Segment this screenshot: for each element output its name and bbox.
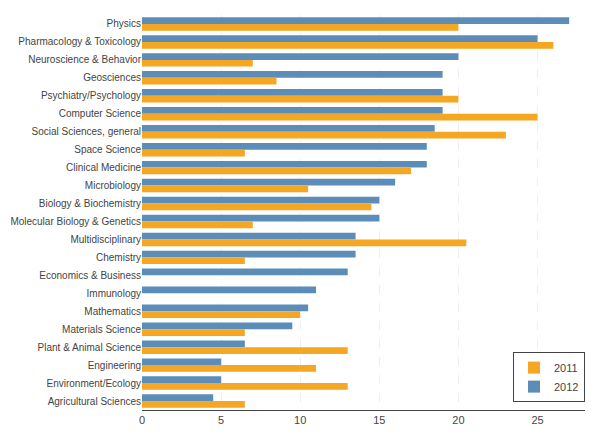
svg-text:Space Science: Space Science bbox=[74, 144, 141, 155]
svg-text:Economics & Business: Economics & Business bbox=[39, 270, 141, 281]
svg-text:Social Sciences, general: Social Sciences, general bbox=[31, 126, 141, 137]
svg-text:Biology & Biochemistry: Biology & Biochemistry bbox=[39, 198, 141, 209]
svg-text:Neuroscience & Behavior: Neuroscience & Behavior bbox=[28, 54, 142, 65]
svg-text:Chemistry: Chemistry bbox=[96, 252, 141, 263]
svg-text:25: 25 bbox=[531, 414, 543, 426]
svg-text:Materials Science: Materials Science bbox=[62, 324, 141, 335]
svg-text:Pharmacology & Toxicology: Pharmacology & Toxicology bbox=[18, 36, 141, 47]
svg-text:Microbiology: Microbiology bbox=[85, 180, 141, 191]
svg-text:Environment/Ecology: Environment/Ecology bbox=[47, 378, 142, 389]
svg-text:Clinical Medicine: Clinical Medicine bbox=[66, 162, 141, 173]
svg-text:Computer Science: Computer Science bbox=[59, 108, 142, 119]
svg-text:2012: 2012 bbox=[554, 381, 578, 393]
svg-text:Plant & Animal Science: Plant & Animal Science bbox=[38, 342, 142, 353]
svg-text:10: 10 bbox=[294, 414, 306, 426]
svg-text:2011: 2011 bbox=[554, 362, 578, 374]
svg-text:0: 0 bbox=[139, 414, 145, 426]
svg-text:Mathematics: Mathematics bbox=[84, 306, 141, 317]
svg-text:Psychiatry/Psychology: Psychiatry/Psychology bbox=[41, 90, 141, 101]
svg-text:Physics: Physics bbox=[107, 18, 141, 29]
svg-text:Immunology: Immunology bbox=[87, 288, 141, 299]
svg-text:Agricultural Sciences: Agricultural Sciences bbox=[48, 396, 141, 407]
svg-text:Multidisciplinary: Multidisciplinary bbox=[70, 234, 141, 245]
svg-text:Engineering: Engineering bbox=[88, 360, 141, 371]
svg-text:15: 15 bbox=[373, 414, 385, 426]
svg-text:5: 5 bbox=[218, 414, 224, 426]
svg-text:20: 20 bbox=[452, 414, 464, 426]
svg-text:Geosciences: Geosciences bbox=[83, 72, 141, 83]
svg-text:Molecular Biology & Genetics: Molecular Biology & Genetics bbox=[10, 216, 141, 227]
